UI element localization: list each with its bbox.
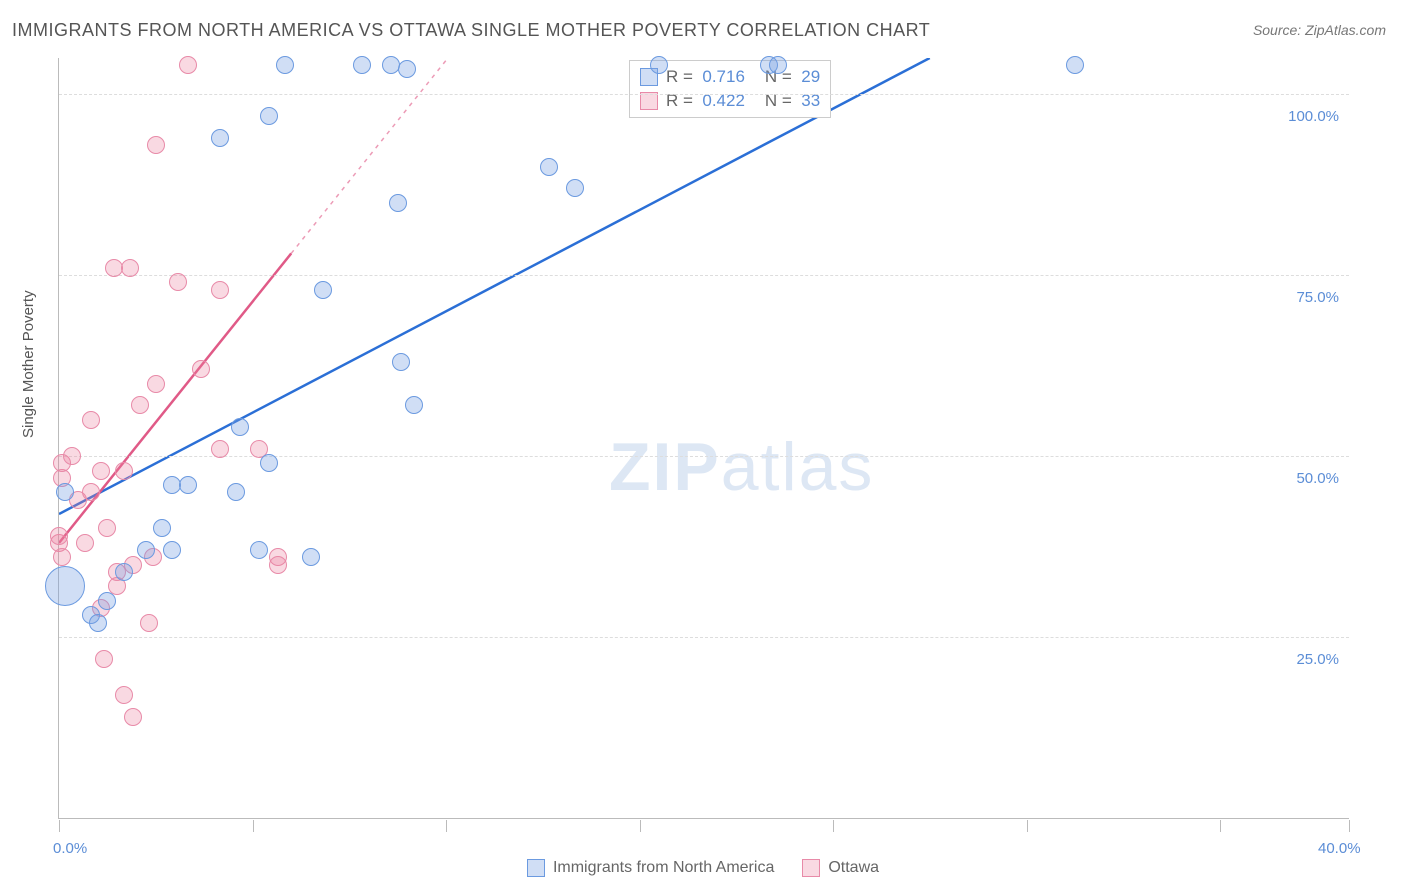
scatter-point: [63, 447, 81, 465]
legend-item: Ottawa: [802, 859, 879, 877]
legend-r-label: R = 0.716: [666, 67, 745, 87]
scatter-point: [98, 592, 116, 610]
scatter-point: [314, 281, 332, 299]
x-tick: [446, 820, 447, 832]
legend-swatch: [527, 859, 545, 877]
x-tick: [833, 820, 834, 832]
scatter-point: [231, 418, 249, 436]
watermark: ZIPatlas: [609, 428, 874, 506]
scatter-point: [140, 614, 158, 632]
scatter-point: [1066, 56, 1084, 74]
scatter-point: [211, 129, 229, 147]
scatter-point: [147, 375, 165, 393]
legend-label: Ottawa: [828, 859, 879, 877]
x-tick: [1027, 820, 1028, 832]
scatter-point: [137, 541, 155, 559]
watermark-light: atlas: [721, 429, 875, 505]
scatter-point: [540, 158, 558, 176]
legend-swatch: [802, 859, 820, 877]
scatter-point: [115, 563, 133, 581]
scatter-point: [56, 483, 74, 501]
y-tick-label: 50.0%: [1296, 470, 1339, 487]
scatter-point: [276, 56, 294, 74]
scatter-point: [82, 483, 100, 501]
scatter-point: [260, 107, 278, 125]
scatter-point: [250, 541, 268, 559]
scatter-point: [179, 476, 197, 494]
scatter-point: [650, 56, 668, 74]
scatter-point: [98, 519, 116, 537]
gridline-h: [59, 94, 1349, 95]
y-tick-label: 100.0%: [1288, 108, 1339, 125]
series-legend: Immigrants from North America Ottawa: [0, 859, 1406, 882]
scatter-point: [302, 548, 320, 566]
scatter-point: [169, 273, 187, 291]
scatter-point: [147, 136, 165, 154]
x-tick-label-last: 40.0%: [1318, 840, 1361, 857]
legend-label: Immigrants from North America: [553, 859, 774, 877]
scatter-point: [89, 614, 107, 632]
x-tick: [1220, 820, 1221, 832]
y-axis-label: Single Mother Poverty: [20, 290, 37, 438]
scatter-point: [392, 353, 410, 371]
x-tick-label-first: 0.0%: [53, 840, 87, 857]
scatter-point: [163, 541, 181, 559]
trend-lines: [59, 58, 1349, 818]
scatter-point: [179, 56, 197, 74]
scatter-point: [389, 194, 407, 212]
scatter-point: [82, 411, 100, 429]
scatter-point: [260, 454, 278, 472]
scatter-point: [382, 56, 400, 74]
scatter-point: [92, 462, 110, 480]
gridline-h: [59, 275, 1349, 276]
watermark-bold: ZIP: [609, 429, 721, 505]
x-tick: [253, 820, 254, 832]
scatter-point: [153, 519, 171, 537]
gridline-h: [59, 456, 1349, 457]
scatter-point: [53, 548, 71, 566]
scatter-point: [45, 566, 85, 606]
scatter-point: [124, 708, 142, 726]
scatter-point: [769, 56, 787, 74]
x-tick: [59, 820, 60, 832]
scatter-point: [50, 527, 68, 545]
scatter-point: [95, 650, 113, 668]
source-attribution: Source: ZipAtlas.com: [1253, 22, 1386, 38]
x-tick: [640, 820, 641, 832]
scatter-point: [353, 56, 371, 74]
plot-area: ZIPatlas R = 0.716N = 29R = 0.422N = 33 …: [58, 58, 1349, 819]
y-tick-label: 75.0%: [1296, 289, 1339, 306]
scatter-point: [192, 360, 210, 378]
x-tick: [1349, 820, 1350, 832]
scatter-point: [131, 396, 149, 414]
scatter-point: [566, 179, 584, 197]
scatter-point: [405, 396, 423, 414]
scatter-point: [76, 534, 94, 552]
scatter-point: [398, 60, 416, 78]
gridline-h: [59, 637, 1349, 638]
chart-title: IMMIGRANTS FROM NORTH AMERICA VS OTTAWA …: [12, 20, 930, 41]
scatter-point: [115, 462, 133, 480]
legend-item: Immigrants from North America: [527, 859, 774, 877]
scatter-point: [211, 281, 229, 299]
scatter-point: [227, 483, 245, 501]
chart-container: IMMIGRANTS FROM NORTH AMERICA VS OTTAWA …: [0, 0, 1406, 892]
r-legend-row: R = 0.422N = 33: [640, 89, 820, 113]
scatter-point: [269, 556, 287, 574]
scatter-point: [211, 440, 229, 458]
y-tick-label: 25.0%: [1296, 651, 1339, 668]
scatter-point: [121, 259, 139, 277]
scatter-point: [115, 686, 133, 704]
